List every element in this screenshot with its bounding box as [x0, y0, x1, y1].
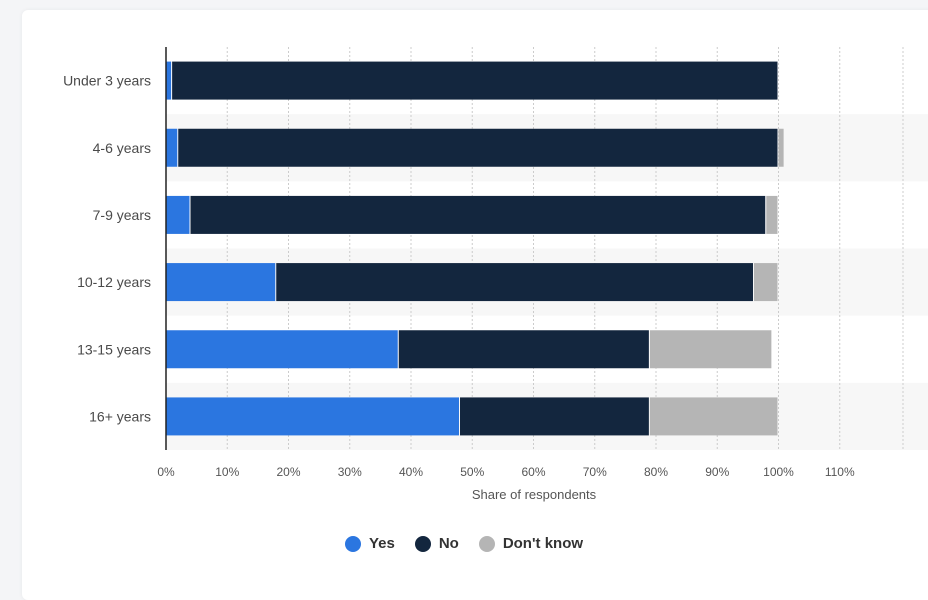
bar-segment[interactable] — [166, 397, 459, 436]
bar-segment[interactable] — [460, 397, 649, 436]
category-label: 10-12 years — [77, 274, 151, 290]
category-label: Under 3 years — [63, 73, 151, 89]
bar-segment[interactable] — [166, 195, 190, 234]
x-tick-label: 0% — [157, 465, 175, 479]
bar-segment[interactable] — [778, 128, 784, 167]
bar-segment[interactable] — [276, 263, 753, 302]
legend: Yes No Don't know — [0, 535, 928, 552]
bar-segment[interactable] — [398, 330, 649, 369]
x-tick-label: 90% — [705, 465, 729, 479]
x-tick-labels: 0% 10% 20% 30% 40% 50% 60% 70% 80% 90% 100% 110% — [157, 465, 855, 479]
x-tick-label: 40% — [399, 465, 423, 479]
legend-item[interactable]: No — [414, 535, 459, 552]
x-tick-label: 30% — [338, 465, 362, 479]
x-tick-label: 70% — [583, 465, 607, 479]
legend-dot-icon — [414, 535, 431, 552]
category-label: 16+ years — [89, 408, 151, 424]
x-tick-label: 20% — [276, 465, 300, 479]
x-tick-label: 50% — [460, 465, 484, 479]
x-tick-label: 110% — [825, 465, 855, 479]
category-labels: Under 3 years 4-6 years 7-9 years 10-12 yea… — [63, 73, 151, 425]
x-tick-label: 100% — [763, 465, 794, 479]
bar-segment[interactable] — [754, 263, 778, 302]
bar-chart: Under 3 years 4-6 years 7-9 years 10-12 yea… — [63, 47, 904, 502]
bar-segment[interactable] — [166, 61, 172, 100]
legend-dot-icon — [344, 535, 361, 552]
bar-segment[interactable] — [649, 330, 772, 369]
legend-label: Yes — [368, 535, 395, 552]
bars — [166, 61, 784, 436]
bar-segment[interactable] — [166, 128, 178, 167]
legend-label: No — [438, 535, 459, 552]
category-label: 4-6 years — [93, 140, 151, 156]
gridlines — [226, 47, 904, 450]
category-label: 13-15 years — [77, 341, 151, 357]
bar-segment[interactable] — [166, 330, 398, 369]
x-axis-title: Share of respondents — [472, 487, 597, 502]
bar-segment[interactable] — [172, 61, 778, 100]
x-tick-label: 80% — [644, 465, 668, 479]
legend-item[interactable]: Don't know — [478, 535, 584, 552]
category-label: 7-9 years — [93, 207, 151, 223]
legend-label: Don't know — [502, 535, 584, 552]
bar-segment[interactable] — [166, 263, 276, 302]
x-tick-label: 60% — [521, 465, 545, 479]
bar-segment[interactable] — [766, 195, 778, 234]
bar-segment[interactable] — [649, 397, 778, 436]
bar-segment[interactable] — [178, 128, 778, 167]
legend-item[interactable]: Yes — [344, 535, 395, 552]
bar-segment[interactable] — [190, 195, 766, 234]
legend-dot-icon — [478, 535, 495, 552]
x-tick-label: 10% — [215, 465, 239, 479]
